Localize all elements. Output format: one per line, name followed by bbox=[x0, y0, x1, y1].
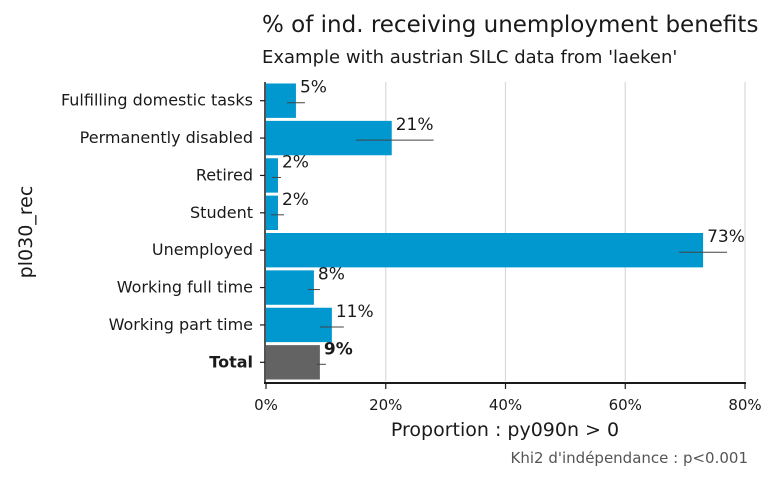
x-tick-label: 0% bbox=[254, 396, 278, 414]
x-axis-title: Proportion : py090n > 0 bbox=[391, 419, 619, 441]
data-label: 21% bbox=[396, 115, 434, 135]
data-label: 5% bbox=[300, 78, 327, 98]
bar bbox=[266, 232, 704, 268]
bar bbox=[266, 345, 320, 380]
category-labels: Fulfilling domestic tasks Permanently dis… bbox=[61, 91, 265, 371]
bar bbox=[266, 307, 332, 343]
chart-title: % of ind. receiving unemployment benefit… bbox=[262, 12, 758, 38]
x-tick-label: 20% bbox=[369, 396, 402, 414]
data-label: 8% bbox=[318, 265, 345, 285]
x-axis: 0% 20% 40% 60% 80% bbox=[254, 82, 762, 414]
category-label: Unemployed bbox=[152, 240, 253, 259]
bar bbox=[266, 270, 314, 305]
category-label: Total bbox=[209, 352, 253, 371]
category-label: Working full time bbox=[117, 278, 253, 297]
grid-lines bbox=[385, 82, 746, 381]
data-label: 11% bbox=[336, 302, 374, 322]
bar bbox=[266, 120, 392, 156]
data-labels: 5% 21% 2% 2% 73% 8% 11% 9% bbox=[282, 78, 745, 360]
category-label: Fulfilling domestic tasks bbox=[61, 91, 253, 110]
category-label: Retired bbox=[196, 165, 253, 184]
error-bars bbox=[270, 102, 728, 365]
y-axis-title: pl030_rec bbox=[15, 186, 37, 279]
x-tick-label: 80% bbox=[728, 396, 761, 414]
data-label: 73% bbox=[707, 227, 745, 247]
bar bbox=[266, 195, 278, 231]
chart-subtitle: Example with austrian SILC data from 'la… bbox=[262, 47, 677, 68]
bars bbox=[266, 83, 704, 380]
caption: Khi2 d'indépendance : p<0.001 bbox=[511, 449, 748, 467]
x-tick-label: 60% bbox=[609, 396, 642, 414]
category-label: Student bbox=[190, 203, 253, 222]
x-tick-label: 40% bbox=[489, 396, 522, 414]
data-label: 2% bbox=[282, 152, 309, 172]
category-label: Permanently disabled bbox=[80, 128, 253, 147]
bar bbox=[266, 158, 278, 193]
bar bbox=[266, 83, 296, 118]
data-label: 2% bbox=[282, 190, 309, 210]
category-label: Working part time bbox=[109, 315, 253, 334]
data-label: 9% bbox=[324, 339, 353, 359]
